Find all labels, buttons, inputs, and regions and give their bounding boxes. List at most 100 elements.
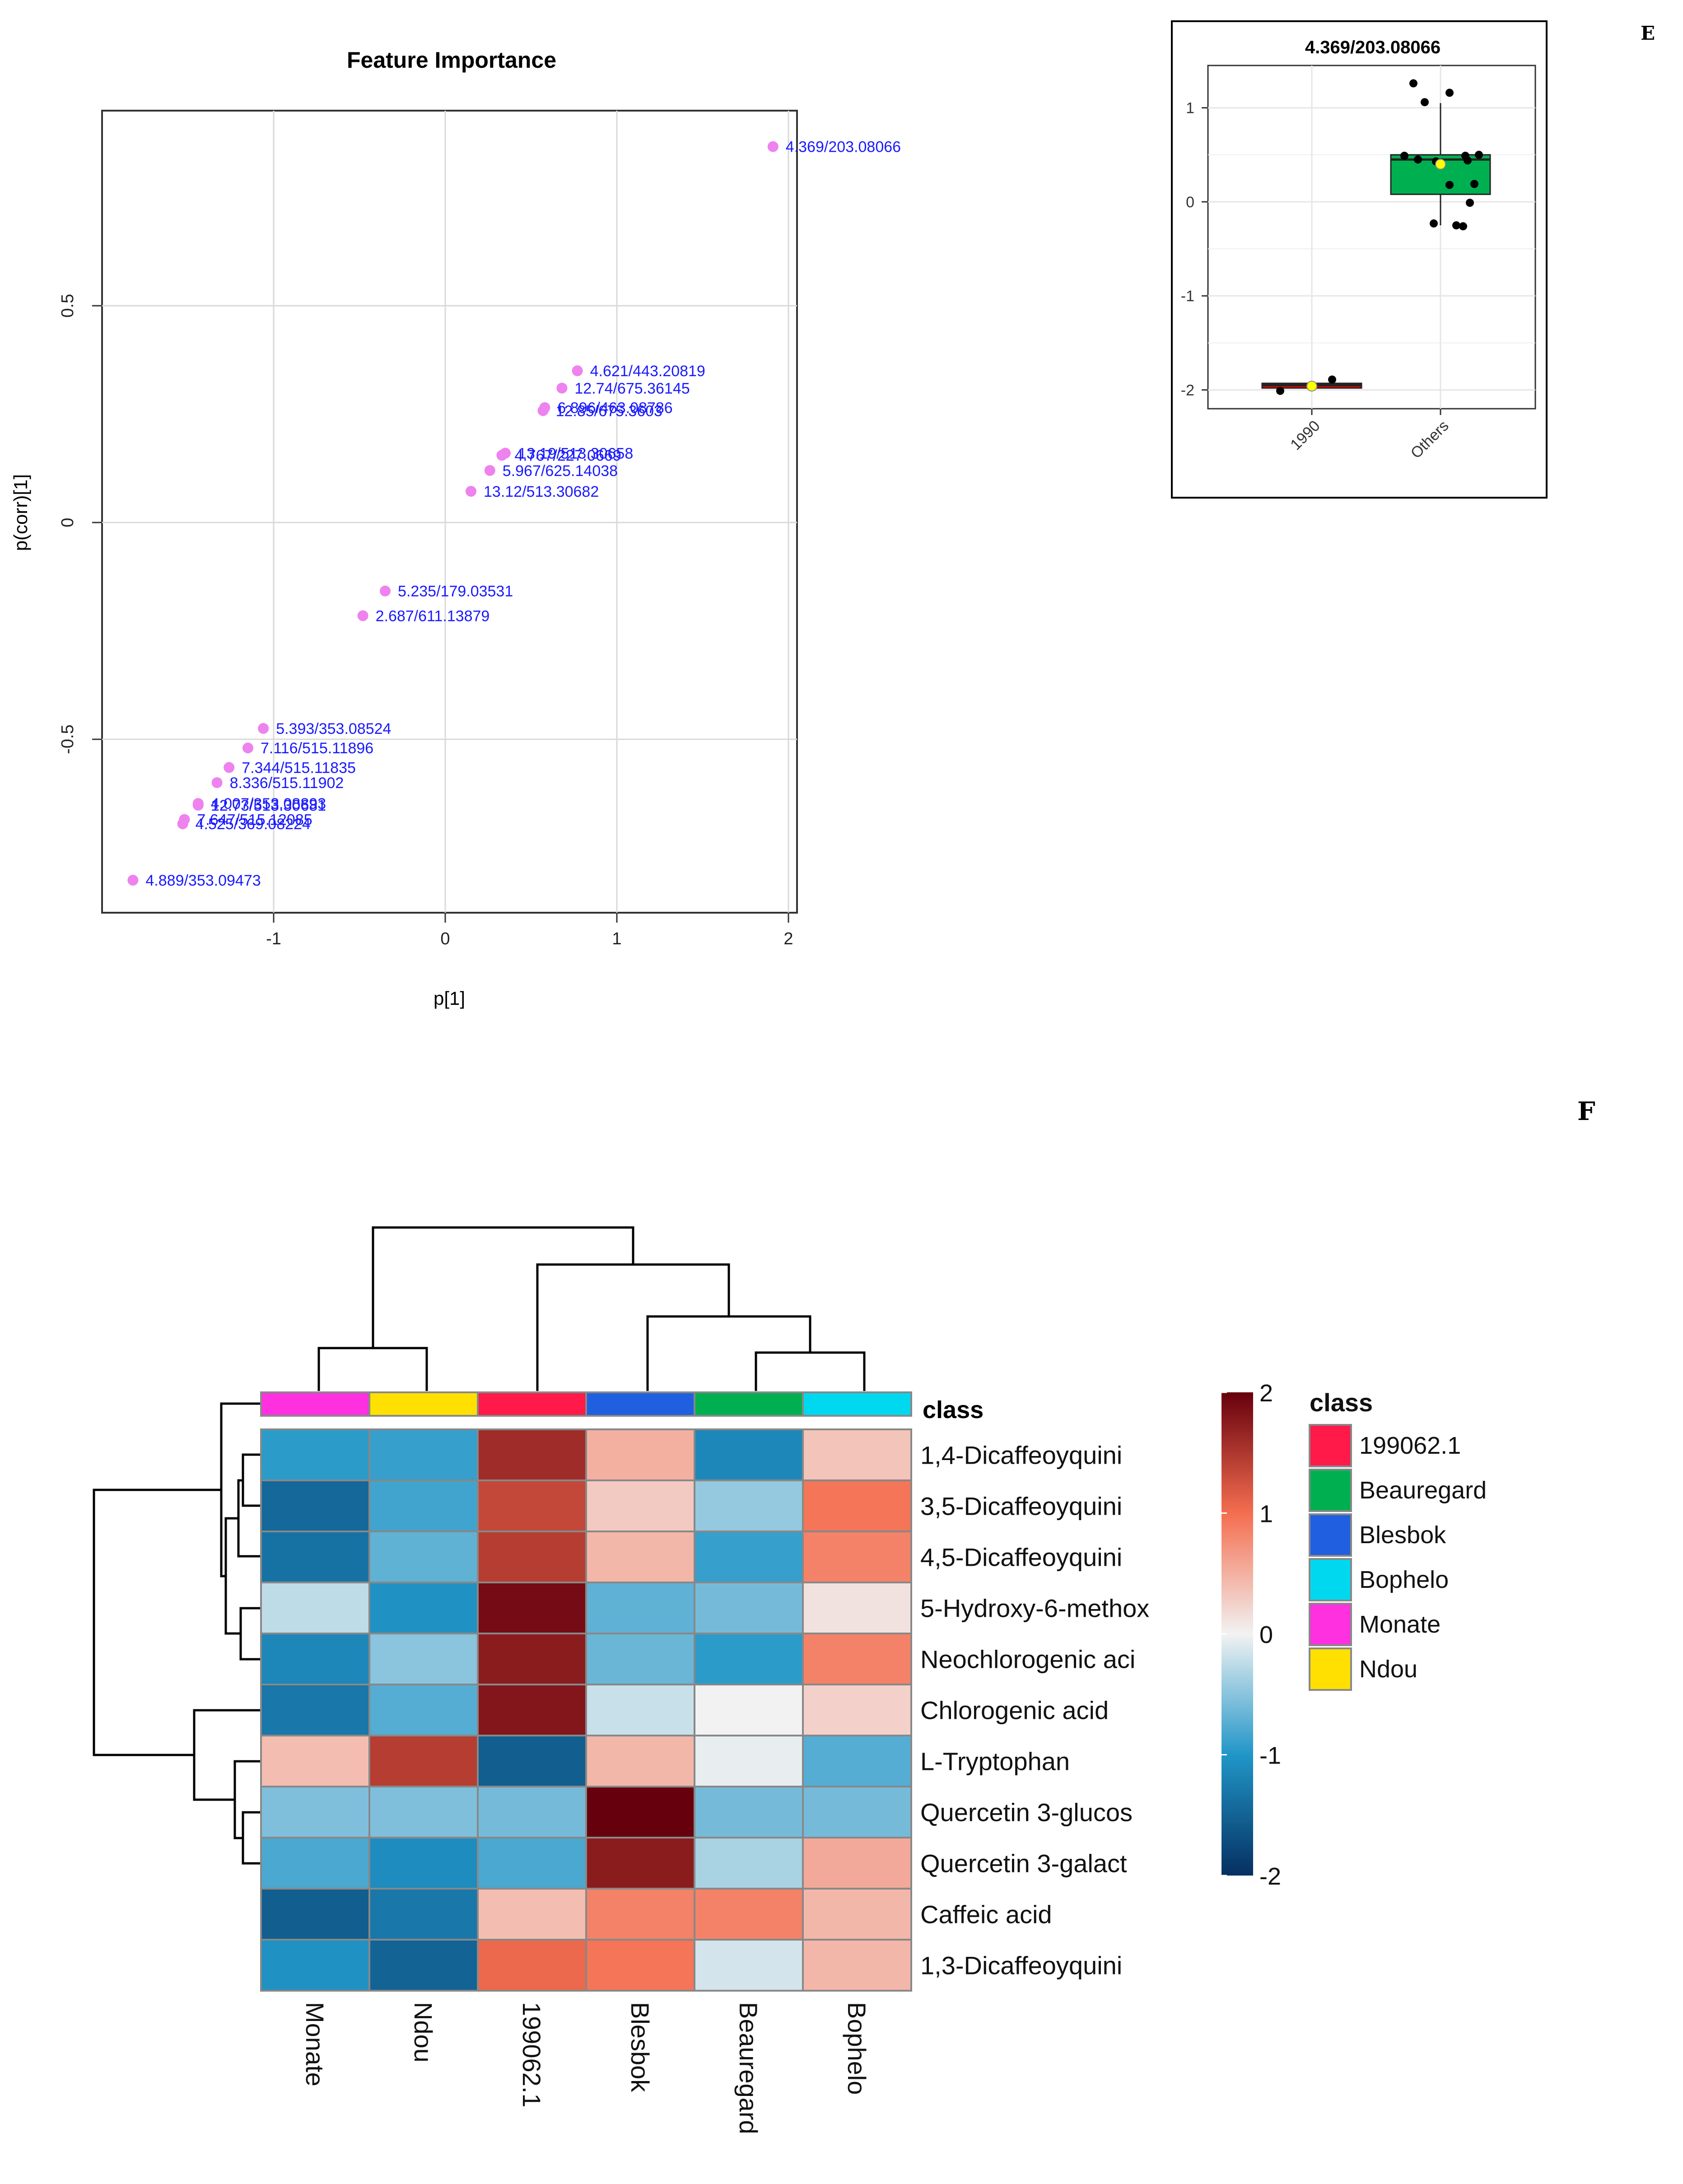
- boxplot-point: [1470, 180, 1478, 188]
- heatmap-cell: [260, 1428, 370, 1481]
- heatmap-cell: [694, 1582, 804, 1634]
- heatmap-cell: [694, 1684, 804, 1736]
- heatmap-cell: [368, 1633, 479, 1685]
- heatmap-cell: [368, 1939, 479, 1992]
- scatter-point-label: 4.767/227.0669: [514, 447, 621, 464]
- heatmap-row-label: 1,3-Dicaffeoyquini: [920, 1951, 1122, 1980]
- class-bar-cell: [802, 1391, 912, 1417]
- scatter-point: [572, 365, 583, 376]
- scatter-point-label: 4.369/203.08066: [786, 139, 901, 156]
- heatmap-row-label: 4,5-Dicaffeoyquini: [920, 1543, 1122, 1572]
- heatmap-cell: [477, 1428, 587, 1481]
- heatmap-colorbar: 2 1 0 -1 -2: [1221, 1380, 1281, 1890]
- heatmap-cell: [260, 1837, 370, 1890]
- scatter-point: [242, 742, 253, 754]
- heatmap-cell: [802, 1735, 912, 1787]
- heatmap-cell: [477, 1684, 587, 1736]
- boxplot-content: [1261, 79, 1491, 395]
- heatmap-cell: [477, 1479, 587, 1532]
- heatmap-cell: [694, 1837, 804, 1890]
- dendro-branch-199062: [536, 1263, 730, 1391]
- boxplot-title: 4.369/203.08066: [1305, 37, 1441, 57]
- boxplot-point: [1464, 156, 1472, 165]
- scatter-point-label: 4.007/353.08893: [211, 795, 326, 812]
- heatmap-cell: [260, 1633, 370, 1685]
- scatter-point-label: 13.12/513.30682: [484, 483, 599, 500]
- panel-label-f: F: [1577, 1097, 1595, 1126]
- class-bar-label: class: [923, 1396, 984, 1423]
- class-legend-swatch: [1309, 1603, 1352, 1646]
- heatmap-column-labels: Monate Ndou 199062.1 Blesbok Beauregard Bophe…: [301, 2002, 871, 2134]
- dendro-row-branch-root: [93, 1489, 221, 1756]
- boxplot-y-tick-label: 1: [1186, 100, 1194, 117]
- heatmap-cell: [694, 1786, 804, 1839]
- heatmap-cell: [477, 1735, 587, 1787]
- scatter-x-tick-label: -1: [266, 929, 281, 948]
- boxplot-point: [1459, 222, 1467, 231]
- heatmap-cell: [694, 1939, 804, 1992]
- heatmap-column-label: 199062.1: [517, 2002, 546, 2108]
- boxplot-point: [1421, 98, 1429, 107]
- heatmap-cell: [802, 1582, 912, 1634]
- class-legend-swatch: [1309, 1558, 1352, 1601]
- heatmap-cell: [368, 1888, 479, 1941]
- heatmap-panel: class 1,4-Dicaffeoyquini 3,5-Dicaffeoyqui…: [93, 1226, 1487, 2134]
- heatmap-cell: [260, 1531, 370, 1583]
- heatmap-row-label: 5-Hydroxy-6-methox: [920, 1594, 1149, 1623]
- scatter-x-tick-label: 2: [783, 929, 793, 948]
- dendro-branch-beauregard-bophelo: [755, 1351, 866, 1391]
- scatter-point: [211, 777, 223, 788]
- scatter-point: [127, 875, 139, 886]
- heatmap-cell: [802, 1428, 912, 1481]
- dendro-row-branch-a: [242, 1453, 261, 1507]
- heatmap-cell: [368, 1735, 479, 1787]
- scatter-point: [357, 610, 368, 621]
- heatmap-column-label: Ndou: [409, 2002, 438, 2063]
- heatmap-cell: [585, 1582, 695, 1634]
- class-bar-cell: [368, 1391, 479, 1417]
- heatmap-cell: [585, 1735, 695, 1787]
- heatmap-cell: [368, 1531, 479, 1583]
- heatmap-row-label: Neochlorogenic aci: [920, 1645, 1135, 1674]
- class-legend-swatch: [1309, 1647, 1352, 1691]
- boxplot-point: [1466, 199, 1474, 207]
- dendro-row-branch-e: [220, 1402, 261, 1577]
- boxplot-point: [1430, 219, 1438, 228]
- boxplot-point: [1328, 375, 1336, 384]
- heatmap-row-label: Chlorogenic acid: [920, 1696, 1109, 1725]
- scatter-y-tick-label: 0.5: [58, 294, 77, 318]
- heatmap-cell: [694, 1888, 804, 1941]
- boxplot-mean-marker: [1435, 159, 1446, 170]
- heatmap-cell: [368, 1786, 479, 1839]
- scatter-point-label: 12.73/513.30681: [211, 797, 326, 814]
- dendro-row-branch-c: [239, 1607, 261, 1661]
- column-dendrogram: [317, 1226, 866, 1391]
- heatmap-cell: [477, 1582, 587, 1634]
- class-bar-cell: [585, 1391, 695, 1417]
- scatter-point-label: 6.896/463.08786: [557, 400, 672, 417]
- heatmap-cell: [802, 1888, 912, 1941]
- heatmap-column-label: Monate: [301, 2002, 329, 2086]
- dendro-branch-root: [372, 1226, 634, 1348]
- scatter-point: [466, 485, 476, 497]
- scatter-x-tick-label: 0: [440, 929, 450, 948]
- heatmap-cell: [477, 1888, 587, 1941]
- heatmap-row-label: L-Tryptophan: [920, 1747, 1070, 1776]
- scatter-point-label: 7.647/515.12085: [197, 812, 312, 829]
- heatmap-cell: [368, 1684, 479, 1736]
- scatter-title: Feature Importance: [347, 47, 556, 73]
- scatter-point-label: 12.74/675.36145: [574, 380, 690, 397]
- scatter-y-label: p(corr)[1]: [10, 474, 31, 551]
- heatmap-cell: [260, 1684, 370, 1736]
- scatter-point-label: 4.889/353.09473: [145, 872, 261, 889]
- class-bar-cell: [694, 1391, 804, 1417]
- heatmap-row-label: Quercetin 3-galact: [920, 1849, 1127, 1878]
- scatter-point-label: 5.235/179.03531: [398, 583, 513, 600]
- heatmap-cell: [477, 1837, 587, 1890]
- scatter-point: [224, 762, 235, 773]
- boxplot-point: [1475, 150, 1483, 159]
- heatmap-cell: [368, 1582, 479, 1634]
- heatmap-cell: [368, 1479, 479, 1532]
- class-legend-swatch: [1309, 1469, 1352, 1512]
- heatmap-cell: [477, 1786, 587, 1839]
